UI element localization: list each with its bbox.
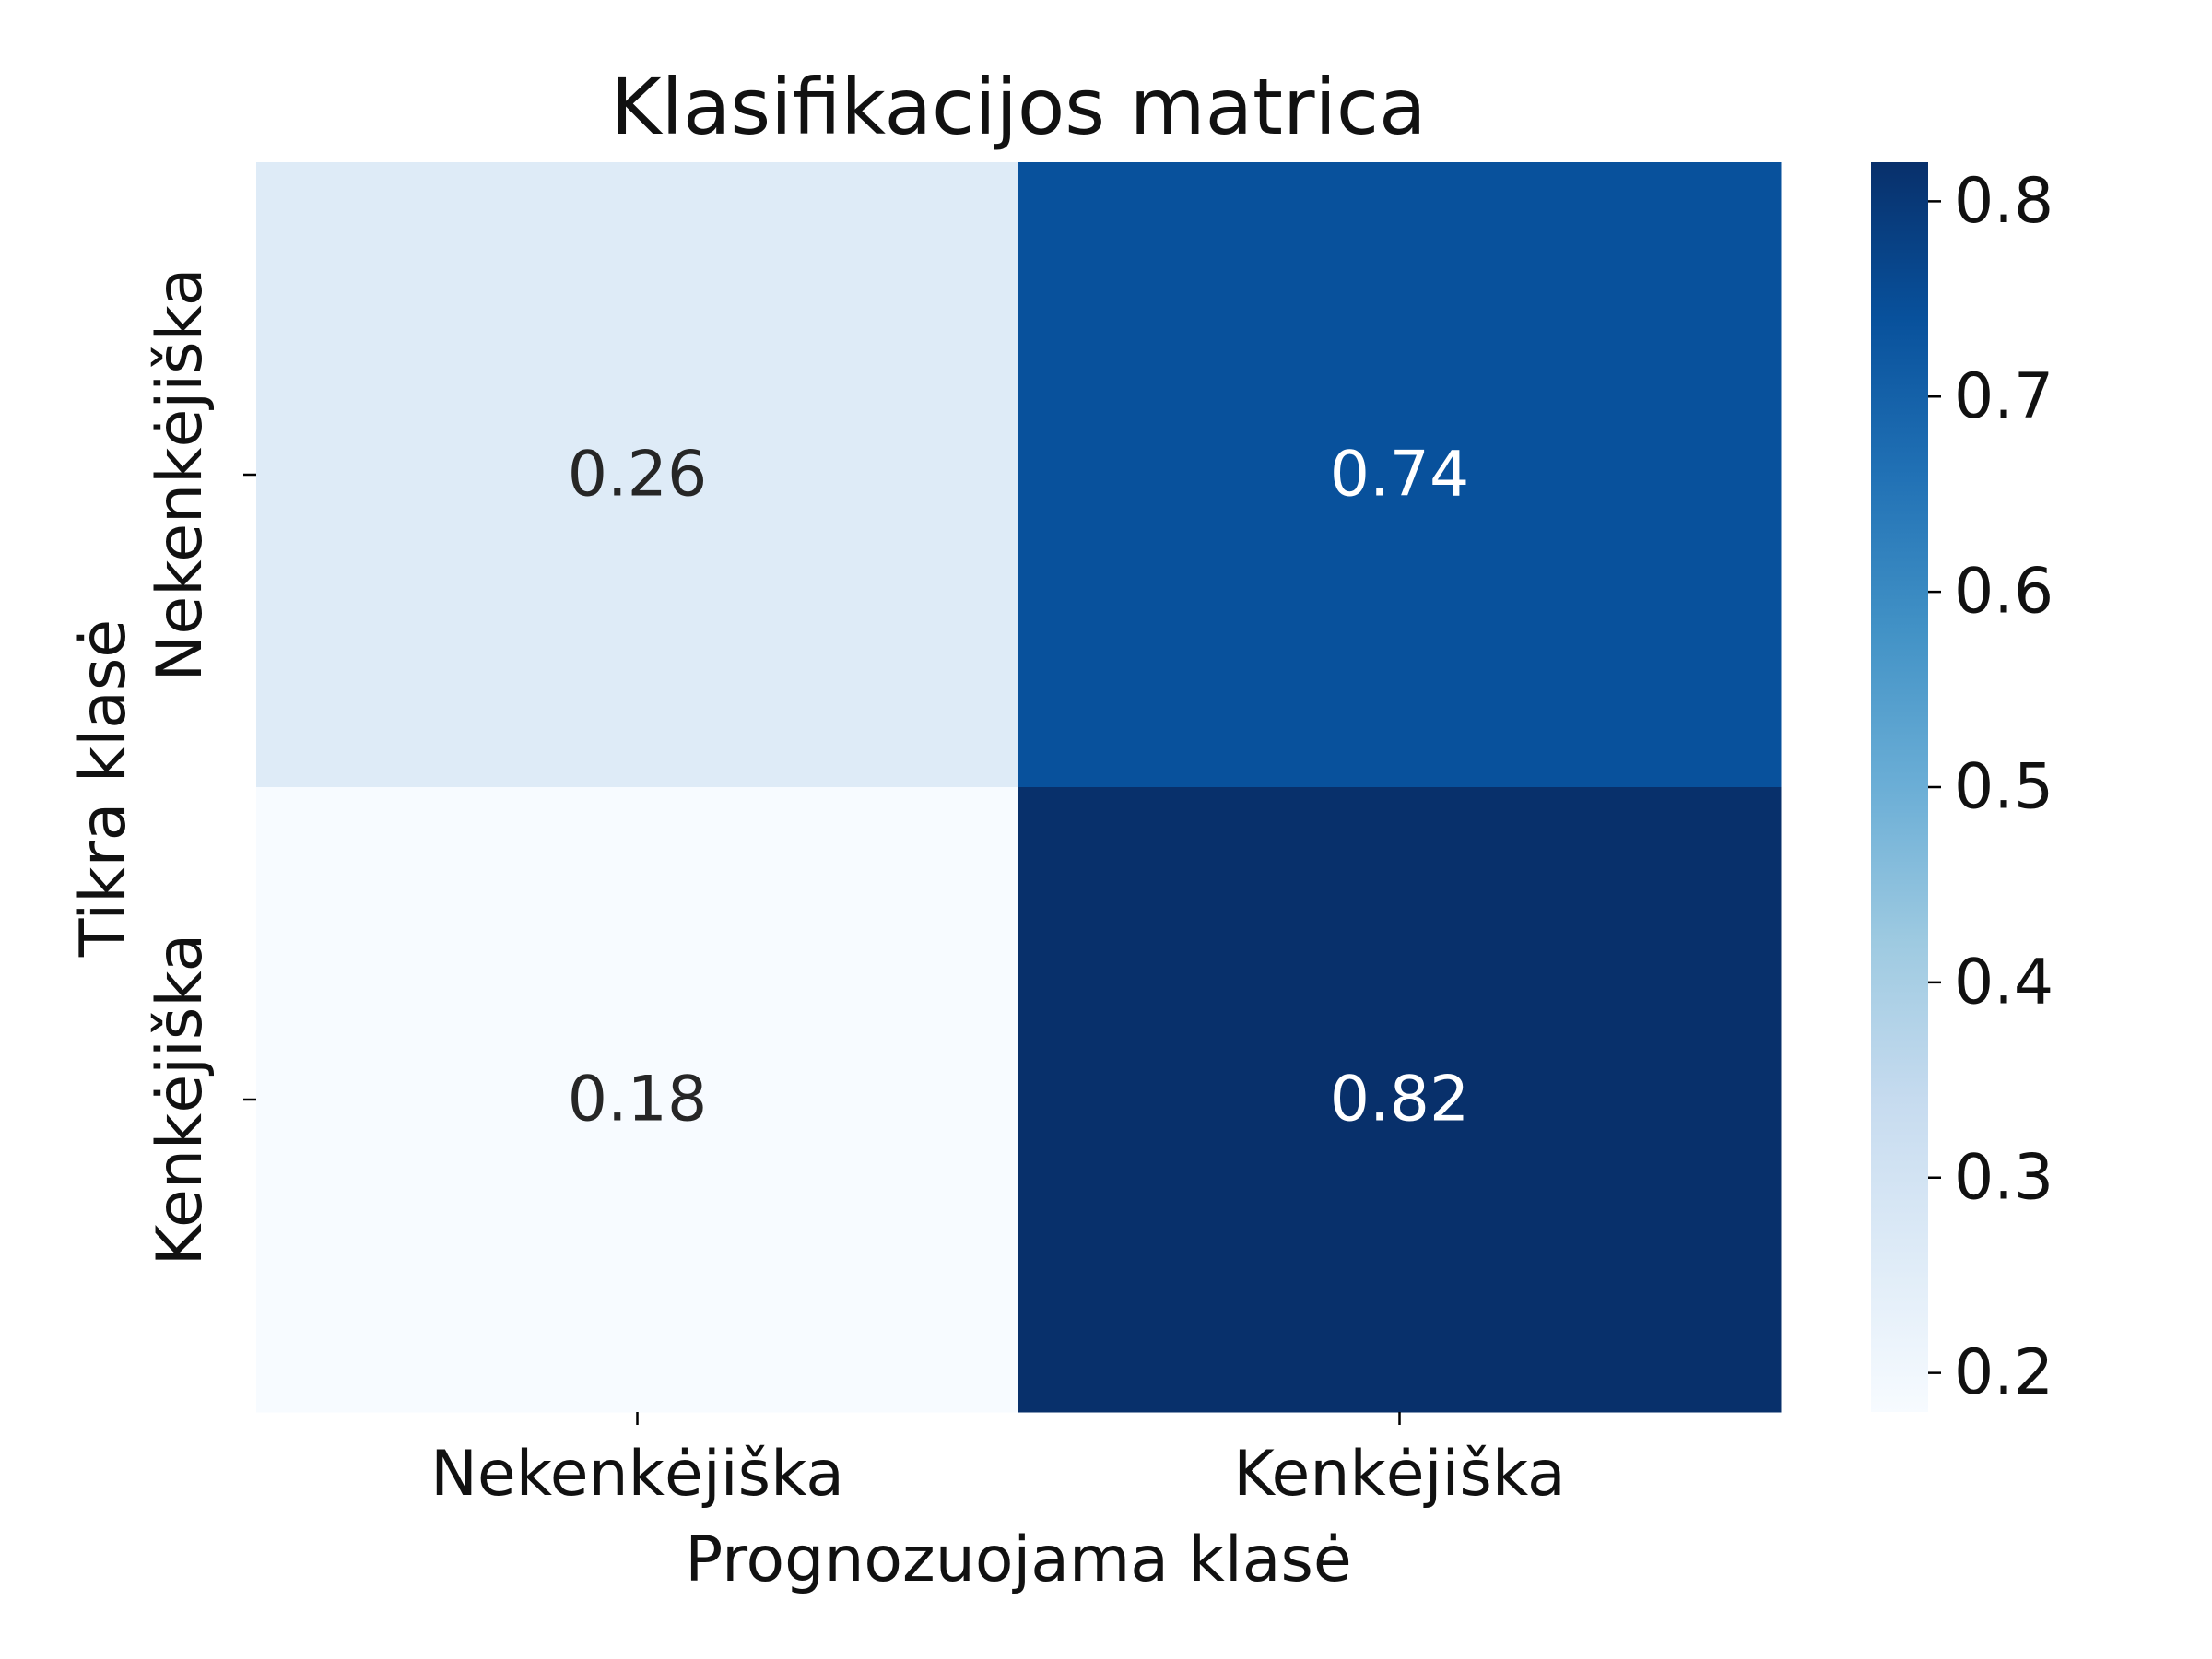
heatmap-cell xyxy=(1018,787,1782,1413)
y-axis-ticks: Nekenkėjiška Kenkėjiška xyxy=(144,268,256,1265)
cell-value-label: 0.82 xyxy=(1330,1064,1469,1136)
cell-value-label: 0.18 xyxy=(568,1064,707,1136)
colorbar-tick-label: 0.6 xyxy=(1954,556,2053,629)
x-tick-label: Nekenkėjiška xyxy=(430,1438,844,1511)
heatmap-cell xyxy=(256,162,1019,788)
colorbar-tick-label: 0.4 xyxy=(1954,946,2053,1018)
y-axis-label: Tikra klasė xyxy=(67,619,140,958)
x-axis-ticks: Nekenkėjiška Kenkėjiška xyxy=(430,1412,1566,1511)
colorbar-tick-label: 0.5 xyxy=(1954,751,2053,824)
x-tick-label: Kenkėjiška xyxy=(1233,1438,1565,1511)
y-tick-label: Kenkėjiška xyxy=(144,934,217,1265)
y-tick-label: Nekenkėjiška xyxy=(144,268,217,682)
cell-value-labels: 0.26 0.74 0.18 0.82 xyxy=(568,439,1469,1136)
heatmap-cell xyxy=(256,787,1019,1413)
heatmap-cell xyxy=(1018,162,1782,788)
cell-value-label: 0.26 xyxy=(568,439,707,512)
cell-value-label: 0.74 xyxy=(1330,439,1469,512)
colorbar xyxy=(1871,162,1928,1412)
colorbar-tick-label: 0.8 xyxy=(1954,165,2053,238)
colorbar-tick-label: 0.2 xyxy=(1954,1336,2053,1409)
colorbar-tick-label: 0.7 xyxy=(1954,360,2053,433)
chart-title: Klasifikacijos matrica xyxy=(610,62,1426,152)
heatmap-cells xyxy=(256,162,1782,1413)
colorbar-tick-label: 0.3 xyxy=(1954,1141,2053,1214)
x-axis-label: Prognozuojama klasė xyxy=(685,1524,1351,1596)
colorbar-ticks: 0.2 0.3 0.4 0.5 0.6 0.7 0.8 xyxy=(1928,165,2053,1409)
